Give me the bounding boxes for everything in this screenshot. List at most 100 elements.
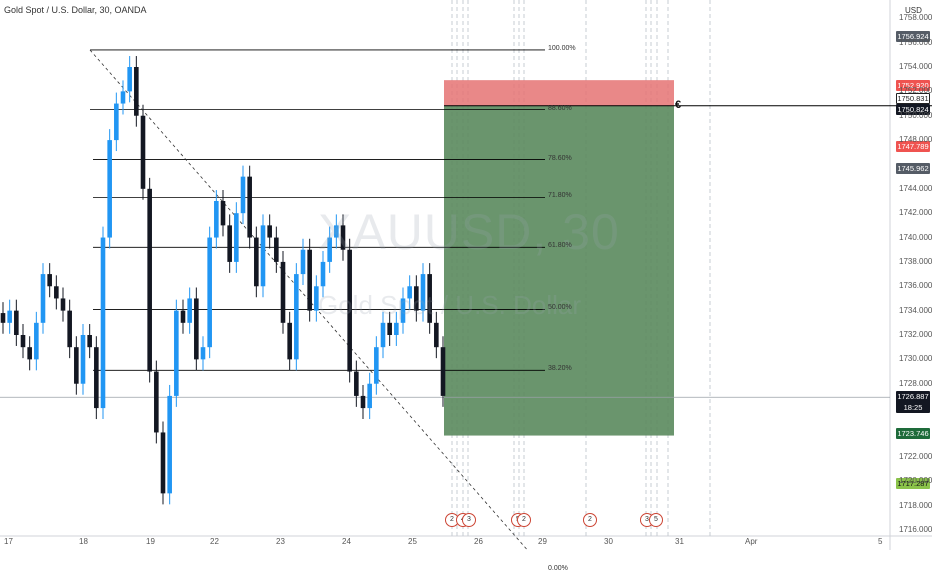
price-tick: 1744.000 <box>899 183 932 193</box>
currency-label: USD <box>905 6 922 15</box>
event-marker[interactable]: 3 <box>462 513 476 527</box>
candle-body <box>154 371 159 433</box>
candle-body <box>434 322 439 348</box>
fib-label: 61.80% <box>548 242 572 250</box>
last-price-value: 1726.887 <box>897 392 929 401</box>
event-marker[interactable]: 5 <box>649 513 663 527</box>
candle-body <box>47 274 52 287</box>
stop-zone <box>444 80 674 106</box>
candle-body <box>267 225 272 238</box>
fib-label: 50.00% <box>548 304 572 312</box>
candle-body <box>394 322 399 335</box>
candle-body <box>134 67 139 116</box>
candle-body <box>207 237 212 348</box>
price-tag-fib-top: 1756.924 <box>896 31 930 42</box>
candle-body <box>427 274 432 323</box>
price-tick: 1740.000 <box>899 232 932 242</box>
candle-body <box>407 286 412 299</box>
candle-body <box>314 286 319 311</box>
time-tick: 5 <box>878 537 883 546</box>
time-tick: 24 <box>342 537 351 546</box>
fib-label: 88.60% <box>548 104 572 112</box>
candle-body <box>27 347 32 360</box>
candle-body <box>60 298 66 311</box>
event-marker[interactable]: 2 <box>517 513 531 527</box>
candle-body <box>380 322 386 348</box>
time-tick: 19 <box>146 537 155 546</box>
event-marker[interactable]: 2 <box>583 513 597 527</box>
candle-body <box>387 322 392 335</box>
price-tag-stop: 1752.920 <box>896 80 930 91</box>
candle-body <box>294 274 299 360</box>
candle-body <box>80 335 86 384</box>
candle-body <box>140 115 146 189</box>
candle-body <box>0 313 6 323</box>
fib-label: 78.60% <box>548 154 572 162</box>
target-zone <box>444 105 674 436</box>
candle-body <box>67 310 72 348</box>
candle-body <box>187 298 192 323</box>
candle-body <box>167 395 172 494</box>
candle-body <box>180 310 186 323</box>
time-tick: 31 <box>675 537 684 546</box>
price-tick: 1720.000 <box>899 476 932 486</box>
price-tick: 1752.000 <box>899 86 932 96</box>
candle-body <box>20 335 26 348</box>
candle-body <box>200 347 206 360</box>
fib-label: 0.00% <box>548 565 568 572</box>
candle-body <box>194 298 199 360</box>
price-tick: 1736.000 <box>899 281 932 291</box>
candle-body <box>160 432 166 494</box>
candle-body <box>220 201 226 226</box>
candle-body <box>87 335 92 348</box>
time-tick: Apr <box>745 537 758 546</box>
candle-body <box>280 261 286 323</box>
candle-body <box>440 347 446 396</box>
candle-body <box>354 371 359 396</box>
price-tick: 1718.000 <box>899 500 932 510</box>
candle-body <box>287 322 292 360</box>
candle-body <box>7 310 12 323</box>
price-tag-entry-top: 1750.831 <box>896 93 930 104</box>
price-tag-last: 1726.887 18:25 <box>896 391 930 413</box>
candle-body <box>34 322 39 360</box>
candle-body <box>227 225 232 262</box>
price-tag-entry: 1750.824 <box>896 104 930 115</box>
candle-body <box>414 286 419 311</box>
candle-body <box>260 225 266 287</box>
symbol-title[interactable]: Gold Spot / U.S. Dollar, 30, OANDA <box>4 5 147 15</box>
watermark-symbol: XAUUSD, 30 <box>318 204 620 260</box>
price-tick: 1754.000 <box>899 62 932 71</box>
time-tick: 30 <box>604 537 613 546</box>
time-tick: 23 <box>276 537 285 546</box>
candle-body <box>107 140 112 238</box>
candle-body <box>100 237 106 409</box>
candle-body <box>14 310 19 335</box>
time-tick: 22 <box>210 537 219 546</box>
candle-body <box>340 225 346 250</box>
watermark-description: Gold Spot / U.S. Dollar <box>318 290 581 320</box>
price-tick: 1750.000 <box>899 110 932 120</box>
time-tick: 18 <box>79 537 88 546</box>
candle-body <box>307 249 312 311</box>
price-tick: 1758.000 <box>899 13 932 23</box>
candle-body <box>120 91 126 104</box>
euro-icon[interactable]: € <box>675 99 682 111</box>
candle-body <box>247 176 252 238</box>
time-tick: 26 <box>474 537 483 546</box>
price-tag-bottom: 1717.287 <box>896 478 930 489</box>
bar-countdown: 18:25 <box>903 403 923 412</box>
price-tick: 1730.000 <box>899 354 932 364</box>
fib-label: 38.20% <box>548 365 572 373</box>
chart-canvas[interactable] <box>0 0 932 550</box>
price-tick: 1716.000 <box>899 524 932 534</box>
candle-body <box>174 310 179 396</box>
candle-body <box>320 261 326 287</box>
price-tick: 1748.000 <box>899 135 932 145</box>
candle-body <box>400 298 406 323</box>
candle-body <box>94 347 99 409</box>
candle-body <box>54 286 59 299</box>
candle-body <box>274 237 279 262</box>
price-tick: 1734.000 <box>899 305 932 315</box>
